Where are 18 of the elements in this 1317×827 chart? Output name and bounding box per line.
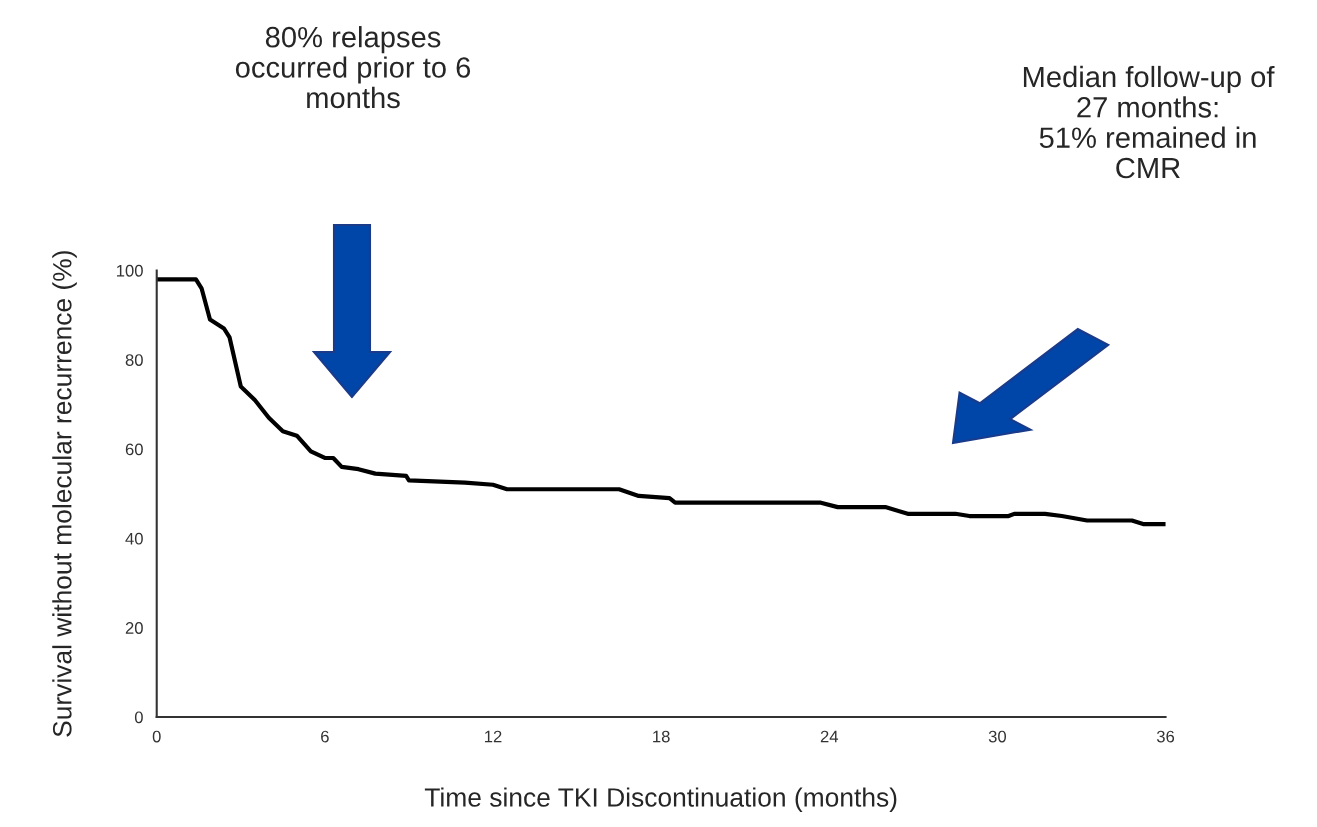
y-tick-label: 100 — [116, 264, 143, 277]
x-tick-label: 30 — [988, 730, 1007, 743]
y-axis-title: Survival without molecular recurrence (%) — [52, 251, 77, 737]
x-tick-label: 24 — [820, 730, 839, 743]
y-tick-label: 20 — [125, 622, 143, 634]
x-tick-label: 12 — [485, 730, 502, 743]
y-tick-label: 60 — [125, 443, 143, 456]
x-axis-title: Time since TKI Discontinuation (months) — [424, 787, 897, 812]
y-tick-label: 80 — [125, 354, 143, 366]
line-series — [156, 277, 1166, 527]
x-tick-label: 36 — [1156, 730, 1175, 743]
y-tick-label: 0 — [134, 711, 143, 724]
x-tick-label: 0 — [152, 730, 161, 743]
y-tick-label: 40 — [125, 532, 143, 545]
text: 80% relapses occurred prior to 6 months — [235, 26, 471, 109]
text: Median follow-up of 27 months: 51% remained in CMR — [1023, 65, 1275, 179]
x-tick-label: 18 — [653, 730, 670, 743]
x-tick-label: 6 — [321, 730, 329, 743]
